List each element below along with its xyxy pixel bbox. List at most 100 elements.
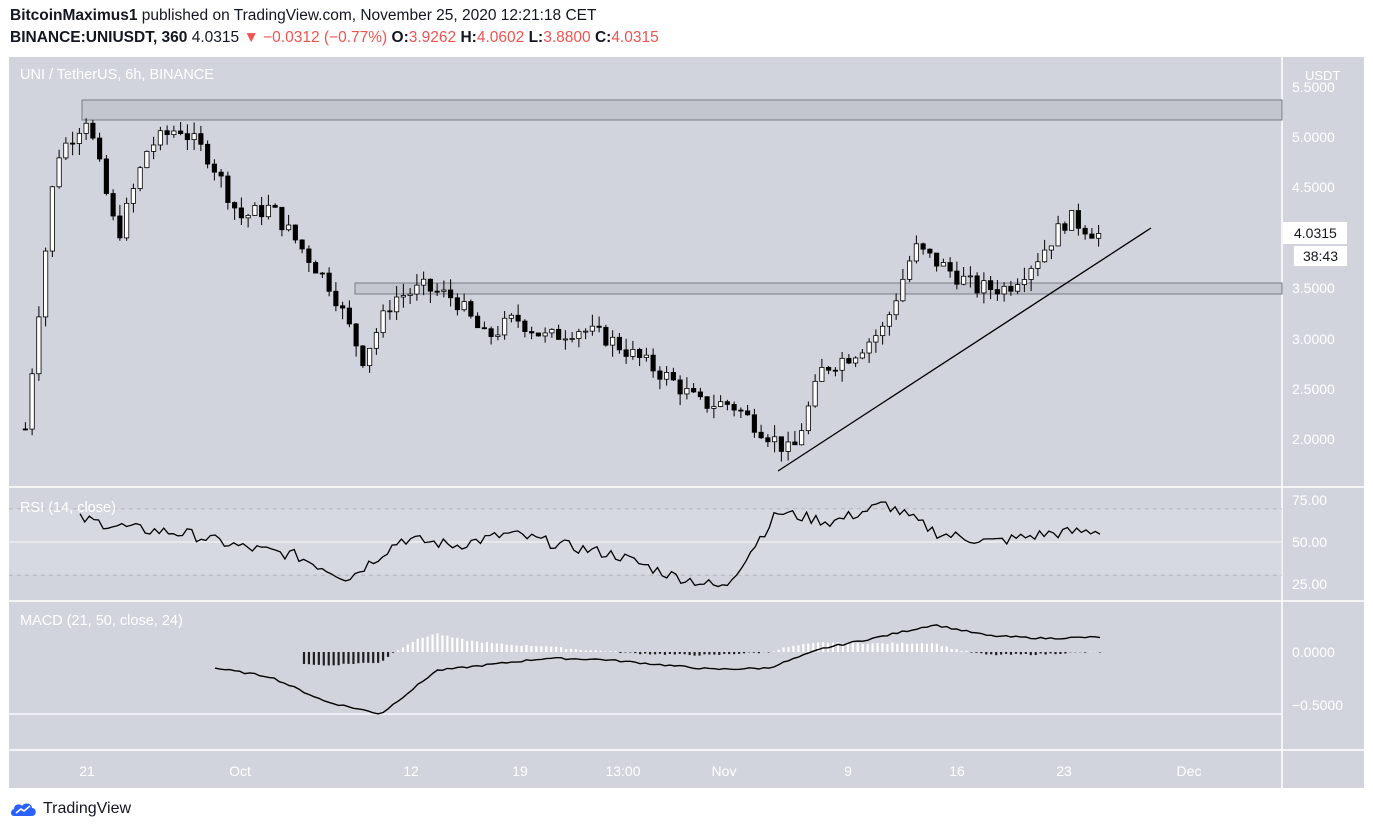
candle-body <box>1075 210 1081 229</box>
candle-body <box>421 278 427 286</box>
time-tick: 23 <box>1056 763 1072 779</box>
macd-pane-label[interactable]: MACD (21, 50, close, 24) <box>20 613 183 629</box>
candle-body <box>1055 223 1061 247</box>
candle-body <box>502 317 508 336</box>
candle-body <box>164 130 170 136</box>
candle-body <box>670 372 676 381</box>
candle-body <box>400 295 406 298</box>
candle-body <box>758 431 764 439</box>
last-price: 4.0315 <box>191 29 240 46</box>
rsi-tick: 75.00 <box>1292 492 1327 508</box>
resistance-zone <box>81 99 1283 121</box>
published-text: published on TradingView.com, November 2… <box>137 7 597 24</box>
tradingview-logo[interactable]: TradingView <box>10 800 131 818</box>
candle-body <box>130 188 136 204</box>
price-tick: 5.5000 <box>1292 79 1335 95</box>
candle-body <box>812 380 818 407</box>
candle-body <box>205 143 211 165</box>
last-price-tag: 4.0315 <box>1283 222 1347 244</box>
candle-body <box>265 204 271 218</box>
candle-body <box>22 428 28 431</box>
price-pane-label[interactable]: UNI / TetherUS, 6h, BINANCE <box>20 67 214 83</box>
low-label: L: <box>528 29 544 46</box>
candle-body <box>549 328 555 334</box>
candle-body <box>1062 223 1068 231</box>
ascending-trendline[interactable] <box>777 227 1152 472</box>
candle-body <box>664 372 670 380</box>
open-label: O: <box>391 29 409 46</box>
candle-body <box>380 310 386 333</box>
candle-body <box>340 305 346 309</box>
candle-body <box>1089 233 1095 239</box>
candle-body <box>691 388 697 393</box>
time-tick: 16 <box>949 763 965 779</box>
bar-countdown: 38:43 <box>1294 246 1347 266</box>
time-tick: 12 <box>403 763 419 779</box>
candle-body <box>245 215 251 219</box>
candle-body <box>515 314 521 322</box>
candle-body <box>792 441 798 446</box>
time-tick: 13:00 <box>605 763 640 779</box>
candle-body <box>1048 245 1054 251</box>
candle-body <box>832 369 838 372</box>
candle-body <box>103 158 109 194</box>
price-tick: 3.0000 <box>1292 331 1335 347</box>
candle-body <box>623 349 629 357</box>
candle-body <box>542 332 548 337</box>
candle-body <box>157 130 163 146</box>
candle-body <box>117 215 123 239</box>
candle-body <box>846 357 852 364</box>
close-label: C: <box>594 29 612 46</box>
candle-body <box>535 332 541 337</box>
candle-body <box>373 332 379 349</box>
candle-body <box>76 132 82 144</box>
candle-body <box>616 336 622 351</box>
candle-body <box>1001 285 1007 295</box>
candle-body <box>63 142 69 159</box>
candle-body <box>1028 268 1034 280</box>
price-tick: 2.5000 <box>1292 381 1335 397</box>
candle-body <box>508 314 514 319</box>
candle-body <box>427 278 433 292</box>
candle-body <box>974 275 980 294</box>
candle-body <box>299 239 305 250</box>
candle-body <box>994 289 1000 295</box>
candle-body <box>711 406 717 409</box>
candle-body <box>677 379 683 395</box>
candle-body <box>259 205 265 218</box>
candle-body <box>49 186 55 252</box>
candle-body <box>1021 279 1027 285</box>
candle-body <box>144 150 150 169</box>
candle-body <box>407 293 413 296</box>
candle-body <box>1069 210 1075 231</box>
candle-body <box>238 207 244 219</box>
candle-body <box>947 262 953 272</box>
candle-body <box>252 205 258 216</box>
candle-body <box>313 262 319 274</box>
candle-body <box>1096 233 1102 239</box>
candle-body <box>1035 261 1041 269</box>
candle-body <box>1082 227 1088 235</box>
candle-body <box>475 315 481 329</box>
high-value: 4.0602 <box>476 29 525 46</box>
author-name[interactable]: BitcoinMaximus1 <box>10 7 138 24</box>
candle-body <box>198 133 204 145</box>
candle-body <box>610 336 616 346</box>
candle-body <box>488 328 494 337</box>
candle-body <box>785 441 791 452</box>
candle-body <box>799 430 805 446</box>
candle-body <box>826 366 832 371</box>
rsi-pane-label[interactable]: RSI (14, close) <box>20 500 116 516</box>
publish-info: BitcoinMaximus1 published on TradingView… <box>10 7 596 25</box>
candle-body <box>434 290 440 293</box>
candle-body <box>988 280 994 290</box>
candle-body <box>657 370 663 380</box>
candle-body <box>272 204 278 208</box>
rsi-tick: 25.00 <box>1292 576 1327 592</box>
candle-body <box>907 260 913 280</box>
currency-label: USDT <box>1305 68 1340 83</box>
candle-body <box>83 122 89 134</box>
candle-body <box>110 193 116 217</box>
macd-tick: −0.5000 <box>1292 697 1343 713</box>
